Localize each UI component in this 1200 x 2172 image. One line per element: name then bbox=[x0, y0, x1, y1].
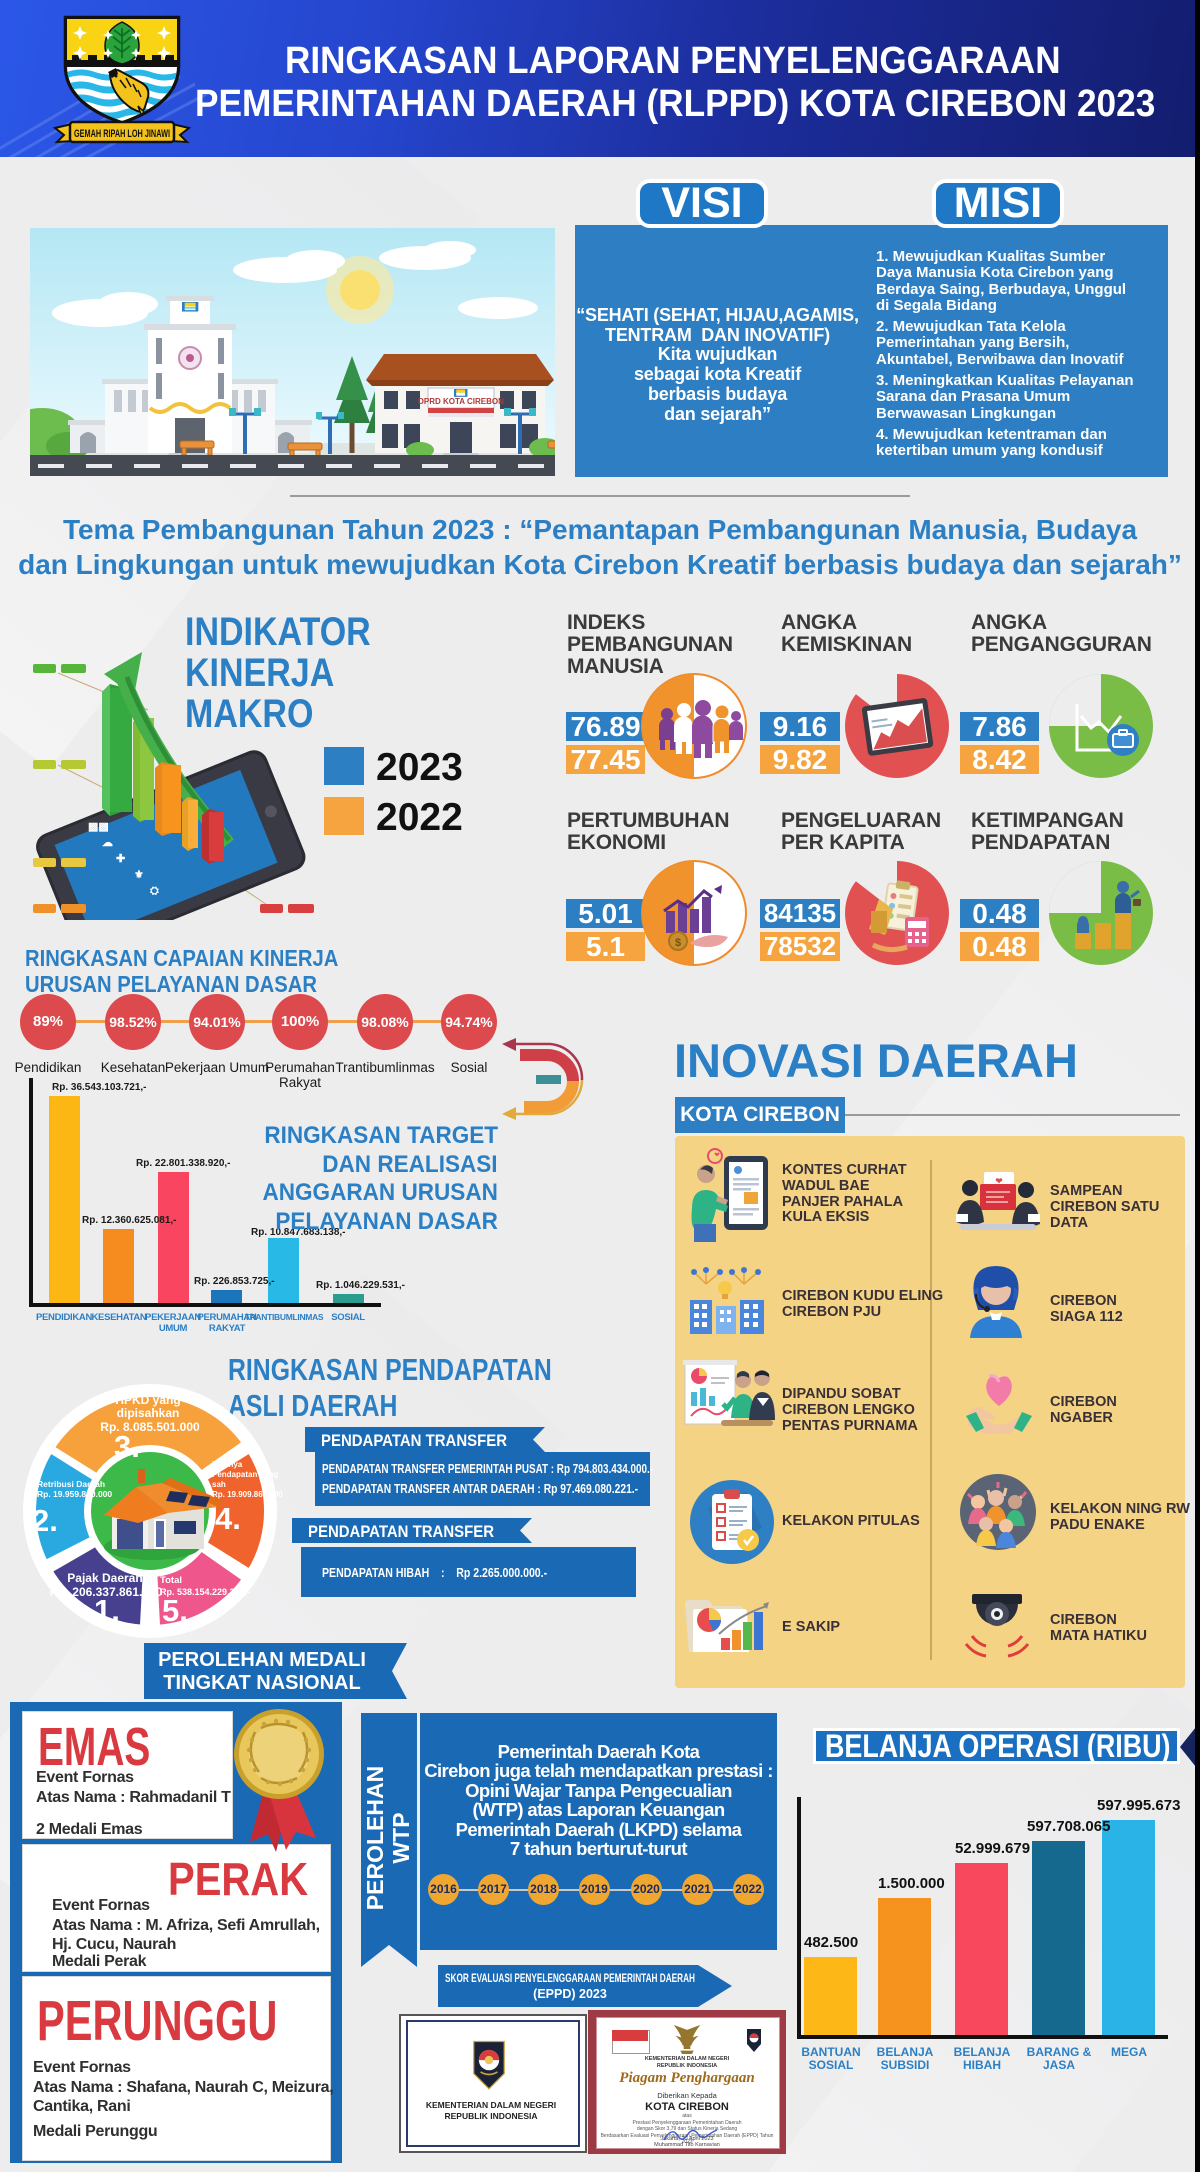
svg-text:Rp. 8.085.501.000: Rp. 8.085.501.000 bbox=[100, 1420, 200, 1434]
svg-text:⛭: ⛭ bbox=[150, 885, 159, 897]
svg-text:Total: Total bbox=[160, 1575, 182, 1586]
svg-text:Retribusi Daerah: Retribusi Daerah bbox=[37, 1479, 105, 1489]
svg-text:Rp. 19.959.860.000: Rp. 19.959.860.000 bbox=[37, 1489, 112, 1499]
svg-text:HPKD yang: HPKD yang bbox=[115, 1393, 180, 1407]
svg-text:dipisahkan: dipisahkan bbox=[117, 1406, 180, 1420]
svg-text:GEMAH RIPAH LOH JINAWI: GEMAH RIPAH LOH JINAWI bbox=[74, 128, 170, 140]
svg-text:sah: sah bbox=[212, 1480, 226, 1489]
svg-text:✚: ✚ bbox=[116, 853, 125, 865]
svg-text:Rp. 19.909.860.000: Rp. 19.909.860.000 bbox=[212, 1490, 283, 1499]
svg-text:DPRD KOTA CIREBON: DPRD KOTA CIREBON bbox=[418, 397, 504, 406]
svg-text:5.: 5. bbox=[162, 1593, 188, 1628]
svg-text:PENDAPATAN TRANSFER: PENDAPATAN TRANSFER bbox=[308, 1522, 494, 1541]
svg-text:(EPPD) 2023: (EPPD) 2023 bbox=[533, 1987, 607, 2001]
svg-text:Pendapatan yang: Pendapatan yang bbox=[212, 1470, 278, 1479]
svg-text:☁: ☁ bbox=[102, 837, 113, 849]
svg-text:Rp. 206.337.861.000: Rp. 206.337.861.000 bbox=[50, 1585, 163, 1599]
svg-text:4.: 4. bbox=[215, 1501, 241, 1536]
svg-text:3.: 3. bbox=[114, 1429, 140, 1464]
svg-text:▩▩: ▩▩ bbox=[88, 821, 109, 833]
svg-text:Pajak Daerah: Pajak Daerah bbox=[67, 1571, 142, 1585]
svg-text:PENDAPATAN TRANSFER: PENDAPATAN TRANSFER bbox=[321, 1431, 507, 1450]
svg-text:Lainnya: Lainnya bbox=[212, 1460, 243, 1469]
svg-text:PEROLEHAN MEDALI: PEROLEHAN MEDALI bbox=[158, 1649, 366, 1671]
svg-text:2.: 2. bbox=[32, 1503, 58, 1538]
svg-text:❤: ❤ bbox=[995, 1176, 1003, 1186]
svg-text:TINGKAT NASIONAL: TINGKAT NASIONAL bbox=[163, 1672, 360, 1694]
svg-text:Rp. 538.154.229.391,-: Rp. 538.154.229.391,- bbox=[160, 1587, 250, 1597]
svg-text:⚜: ⚜ bbox=[134, 869, 144, 881]
svg-text:1.: 1. bbox=[94, 1593, 120, 1628]
svg-text:SKOR EVALUASI PENYELENGGARAAN: SKOR EVALUASI PENYELENGGARAAN PEMERINTAH… bbox=[445, 1971, 695, 1985]
svg-text:$: $ bbox=[675, 937, 681, 949]
